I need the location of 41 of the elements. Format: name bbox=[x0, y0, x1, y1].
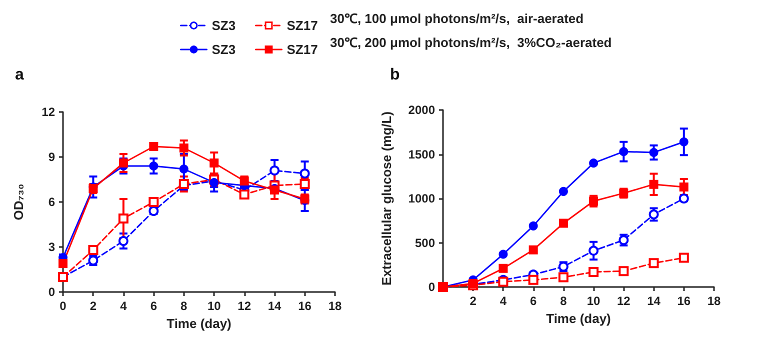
y-axis-title: Extracellular glucose (mg/L) bbox=[379, 111, 394, 286]
x-tick-label: 16 bbox=[298, 299, 312, 313]
x-tick-label: 16 bbox=[677, 294, 691, 308]
x-tick-label: 14 bbox=[647, 294, 661, 308]
text: 30℃, 200 μmol photons/m²/s, 3%CO₂-aerated bbox=[330, 35, 612, 50]
x-axis-title: Time (day) bbox=[546, 310, 611, 326]
legend-label: SZ17 bbox=[286, 18, 318, 33]
legend-label: SZ17 bbox=[286, 42, 318, 57]
y-tick-label: 500 bbox=[414, 236, 436, 250]
y-tick-label: 1000 bbox=[408, 192, 436, 206]
x-tick-label: 12 bbox=[616, 294, 631, 308]
x-tick-label: 8 bbox=[180, 299, 188, 313]
y-tick-label: 0 bbox=[428, 280, 436, 294]
x-tick-label: 2 bbox=[470, 294, 477, 308]
x-tick-label: 6 bbox=[150, 299, 158, 313]
x-tick-label: 2 bbox=[90, 299, 97, 313]
x-tick-label: 8 bbox=[560, 294, 568, 308]
x-tick-label: 12 bbox=[238, 299, 252, 313]
x-tick-label: 10 bbox=[207, 299, 222, 313]
x-tick-label: 6 bbox=[530, 294, 537, 308]
legend-label: SZ3 bbox=[212, 42, 236, 57]
y-tick-label: 9 bbox=[48, 150, 56, 164]
y-tick-label: 3 bbox=[48, 240, 56, 254]
y-tick-label: 0 bbox=[48, 285, 56, 299]
y-axis-title: OD₇₃₀ bbox=[11, 184, 26, 220]
x-tick-label: 14 bbox=[268, 299, 282, 313]
x-axis-title: Time (day) bbox=[166, 316, 232, 331]
y-tick-label: 2000 bbox=[408, 103, 436, 117]
x-tick-label: 4 bbox=[500, 294, 507, 308]
legend-label: SZ3 bbox=[212, 18, 236, 33]
x-tick-label: 18 bbox=[707, 294, 721, 308]
chart-title: a bbox=[15, 66, 24, 84]
text: 30℃, 100 μmol photons/m²/s, air-aerated bbox=[330, 11, 584, 26]
x-tick-label: 10 bbox=[586, 294, 601, 308]
y-tick-label: 1500 bbox=[408, 147, 436, 162]
y-tick-label: 6 bbox=[48, 195, 56, 209]
x-tick-label: 18 bbox=[328, 299, 342, 313]
chart-title: b bbox=[390, 66, 400, 84]
y-tick-label: 12 bbox=[42, 105, 56, 119]
x-tick-label: 4 bbox=[120, 299, 128, 313]
x-tick-label: 0 bbox=[60, 299, 67, 313]
